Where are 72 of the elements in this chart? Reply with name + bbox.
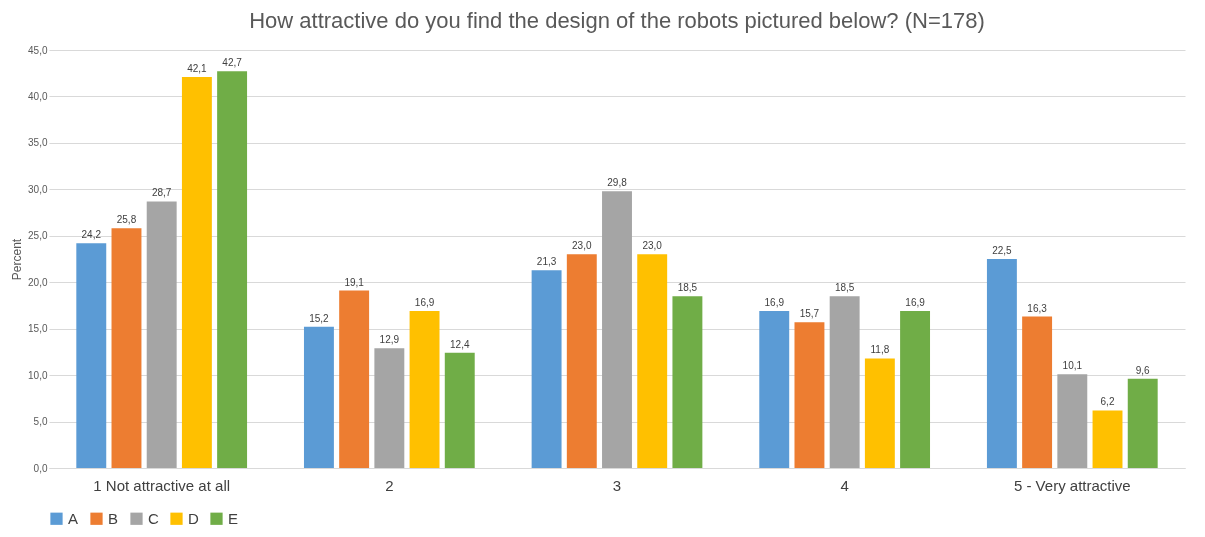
y-tick-label: 40,0: [28, 90, 48, 102]
bar: [759, 311, 790, 468]
bar: [1092, 410, 1123, 468]
data-label: 16,9: [414, 297, 435, 309]
y-tick-label: 25,0: [28, 230, 48, 242]
bar: [181, 76, 212, 468]
legend-label: A: [68, 509, 79, 527]
bar: [76, 243, 107, 468]
y-tick-label: 10,0: [28, 369, 48, 381]
data-label: 24,2: [81, 229, 102, 241]
data-label: 18,5: [677, 282, 698, 294]
bar: [637, 254, 668, 468]
data-label: 19,1: [344, 276, 365, 288]
y-tick-label: 45,0: [28, 44, 48, 56]
bar: [602, 191, 632, 468]
bar: [303, 326, 334, 468]
y-tick-label: 35,0: [28, 137, 48, 149]
data-label: 18,5: [834, 282, 855, 294]
bar: [1022, 316, 1053, 468]
data-label: 16,3: [1027, 302, 1048, 314]
x-tick-label: 2: [385, 476, 394, 494]
data-label: 9,6: [1135, 364, 1151, 376]
x-tick-label: 3: [612, 476, 622, 494]
bar: [374, 348, 405, 468]
bar: [409, 311, 440, 468]
bar: [217, 71, 248, 468]
data-label: 29,8: [607, 177, 628, 189]
data-label: 16,9: [905, 297, 926, 309]
x-tick-label: 4: [840, 476, 849, 494]
bar: [146, 201, 177, 468]
y-tick-label: 15,0: [28, 323, 48, 335]
bar: [864, 358, 895, 468]
bar: [531, 270, 562, 468]
data-label: 28,7: [151, 187, 172, 199]
bar: [444, 352, 475, 468]
data-label: 11,8: [870, 344, 890, 356]
bar: [339, 290, 370, 468]
data-label: 42,1: [187, 62, 208, 74]
y-axis-title: Percent: [10, 238, 25, 281]
data-label: 25,8: [116, 214, 137, 226]
data-label: 10,1: [1062, 360, 1083, 372]
bar: [900, 311, 931, 468]
data-label: 42,7: [222, 57, 243, 69]
bar: [829, 296, 860, 468]
legend-label: E: [228, 509, 239, 527]
bar: [1127, 378, 1158, 468]
data-label: 21,3: [536, 256, 557, 268]
data-label: 6,2: [1100, 396, 1115, 408]
x-tick-label: 5 - Very attractive: [1013, 476, 1131, 494]
bar: [794, 322, 825, 468]
y-tick-label: 30,0: [28, 183, 48, 195]
bar: [672, 296, 703, 468]
y-tick-label: 0,0: [33, 462, 48, 474]
y-tick-label: 20,0: [28, 276, 48, 288]
data-label: 15,7: [799, 308, 820, 320]
y-tick-label: 5,0: [33, 416, 48, 428]
chart-title: How attractive do you find the design of the robots pictured below? (N=178): [249, 8, 985, 33]
legend-label: C: [148, 509, 159, 527]
data-label: 23,0: [642, 240, 663, 252]
legend-label: D: [188, 509, 199, 527]
bar: [566, 254, 597, 468]
data-label: 23,0: [572, 240, 592, 252]
bar: [986, 259, 1017, 468]
bar: [111, 228, 142, 468]
legend-label: B: [108, 509, 119, 527]
data-label: 22,5: [992, 245, 1013, 256]
bar: [1057, 374, 1088, 468]
data-label: 15,2: [309, 312, 330, 324]
data-label: 16,9: [764, 297, 785, 309]
x-tick-label: 1 Not attractive at all: [93, 476, 231, 494]
data-label: 12,4: [450, 338, 470, 350]
data-label: 12,9: [379, 334, 400, 346]
